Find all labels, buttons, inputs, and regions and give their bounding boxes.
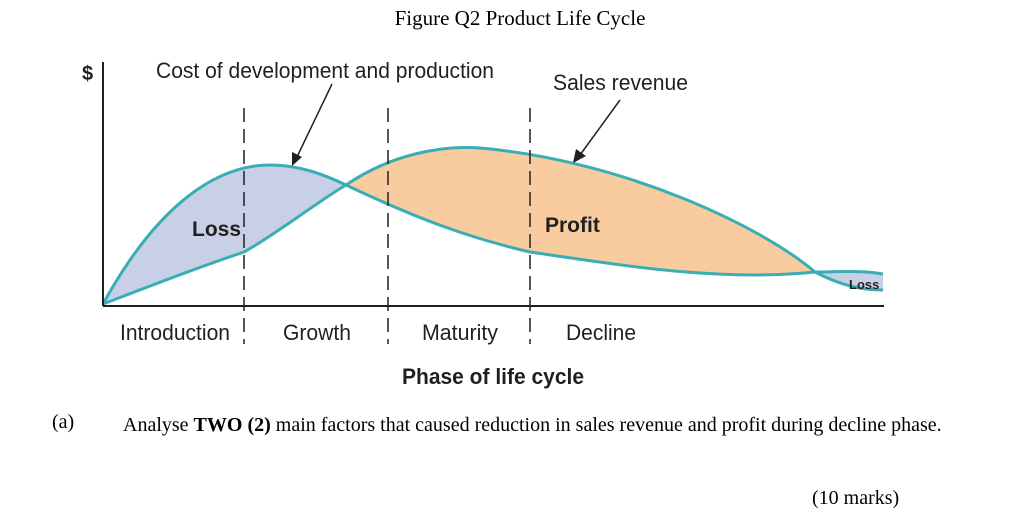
question-marks: (10 marks)	[812, 487, 900, 509]
question-text: Analyse TWO (2) main factors that caused…	[123, 411, 943, 439]
profit-region	[346, 147, 815, 276]
loss-label-late: Loss	[849, 277, 879, 292]
phase-label-growth: Growth	[283, 320, 351, 345]
revenue-pointer-arrow	[579, 99, 621, 156]
cost-pointer-arrow	[295, 83, 333, 160]
phase-label-decline: Decline	[566, 320, 636, 345]
revenue-curve-label: Sales revenue	[553, 70, 688, 95]
question-text-start: Analyse	[123, 414, 194, 436]
x-axis-title: Phase of life cycle	[402, 364, 584, 389]
cost-curve-label: Cost of development and production	[156, 58, 494, 83]
product-life-cycle-diagram: $ Cost of development and production Sal…	[82, 58, 884, 389]
figure-title: Figure Q2 Product Life Cycle	[394, 6, 646, 30]
question-emphasis: TWO (2)	[193, 414, 271, 436]
loss-region-early	[103, 165, 346, 304]
cost-curve	[102, 183, 884, 306]
cost-arrowhead	[292, 152, 302, 166]
question-text-end: main factors that caused reduction in sa…	[270, 414, 942, 436]
loss-label-early: Loss	[192, 218, 241, 241]
sales-revenue-curve	[101, 146, 884, 305]
profit-label: Profit	[545, 214, 600, 237]
revenue-arrowhead	[573, 149, 586, 163]
phase-label-introduction: Introduction	[120, 320, 230, 345]
phase-label-maturity: Maturity	[422, 320, 498, 345]
question-label: (a)	[52, 411, 75, 433]
loss-region-late	[815, 271, 883, 290]
y-axis-label: $	[82, 63, 93, 85]
